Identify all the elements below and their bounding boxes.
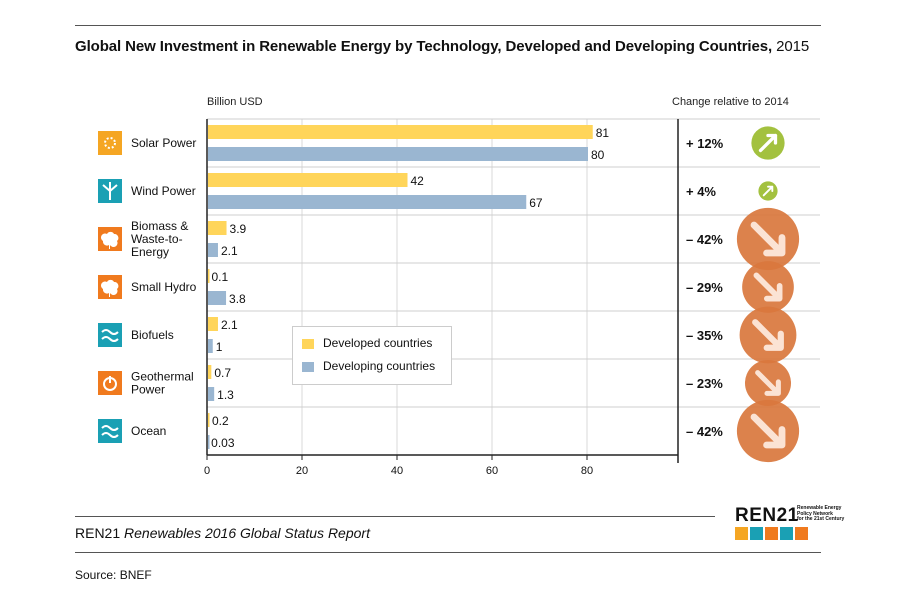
change-header: Change relative to 2014 — [672, 96, 789, 108]
category-label: Solar Power — [131, 136, 196, 150]
down-arrow-icon — [753, 272, 783, 302]
up-arrow-icon — [762, 185, 774, 197]
down-arrow-icon — [750, 413, 786, 449]
category-label: Biofuels — [131, 328, 174, 342]
footer-rule-2 — [75, 552, 821, 553]
category-label: Power — [131, 383, 165, 397]
bar — [208, 339, 213, 353]
unit-label: Billion USD — [207, 96, 263, 108]
wave-glyph — [101, 425, 119, 438]
x-tick-label: 40 — [391, 465, 403, 477]
data-label: 2.1 — [221, 318, 238, 332]
change-label: + 12% — [686, 136, 724, 151]
top-rule — [75, 25, 821, 26]
x-tick-label: 80 — [581, 465, 593, 477]
legend-swatch-developing — [302, 362, 314, 372]
data-label: 1 — [216, 340, 223, 354]
leaf-glyph — [100, 231, 119, 249]
data-label: 67 — [529, 196, 543, 210]
up-arrow-icon — [758, 133, 778, 153]
change-label: + 4% — [686, 184, 716, 199]
down-arrow-icon — [750, 221, 786, 257]
x-tick-label: 20 — [296, 465, 308, 477]
data-label: 42 — [411, 174, 425, 188]
report-title: Renewables 2016 Global Status Report — [124, 525, 370, 541]
bar — [208, 173, 408, 187]
legend: Developed countries Developing countries — [292, 326, 452, 385]
wave-icon — [98, 323, 122, 347]
bar — [208, 413, 210, 427]
category-label: Ocean — [131, 424, 166, 438]
bar — [208, 317, 218, 331]
change-label: – 29% — [686, 280, 723, 295]
sun-icon — [98, 131, 122, 155]
data-label: 80 — [591, 148, 605, 162]
data-label: 0.03 — [211, 436, 235, 450]
down-arrow-icon — [752, 319, 784, 351]
logo-leaf-icon — [795, 527, 808, 540]
logo-power-icon — [765, 527, 778, 540]
logo-tagline-line-3: for the 21st Century — [797, 516, 845, 522]
bar — [208, 243, 218, 257]
logo-wordmark: REN21 — [735, 505, 799, 526]
change-label: – 23% — [686, 376, 723, 391]
logo-sun-icon — [735, 527, 748, 540]
bar — [208, 195, 527, 209]
logo-tagline-line-2: Policy Network — [797, 510, 833, 517]
wave-glyph — [101, 329, 119, 342]
data-label: 0.2 — [212, 414, 229, 428]
chart-title: Global New Investment in Renewable Energ… — [75, 38, 809, 55]
logo-wind-icon — [750, 527, 763, 540]
category-label: Waste-to- — [131, 232, 183, 246]
logo-tagline-line-1: Renewable Energy — [797, 505, 842, 511]
data-label: 3.9 — [230, 222, 247, 236]
footer-rule-1 — [75, 516, 715, 517]
change-label: – 42% — [686, 232, 723, 247]
ren21-logo: REN21 Renewable Energy Policy Network fo… — [735, 505, 855, 545]
leaf-glyph — [100, 279, 119, 297]
data-label: 0.1 — [211, 270, 228, 284]
x-tick-label: 0 — [204, 465, 210, 477]
data-label: 0.7 — [214, 366, 231, 380]
data-label: 81 — [596, 126, 610, 140]
data-label: 1.3 — [217, 388, 234, 402]
data-label: 3.8 — [229, 292, 246, 306]
bar — [208, 435, 210, 449]
sun-glyph — [104, 137, 116, 149]
source-note: Source: BNEF — [75, 568, 152, 582]
category-label: Geothermal — [131, 370, 194, 384]
turbine-glyph — [102, 182, 118, 200]
title-text: Global New Investment in Renewable Energ… — [75, 38, 773, 55]
bar — [208, 291, 227, 305]
bar — [208, 221, 227, 235]
report-citation: REN21 Renewables 2016 Global Status Repo… — [75, 525, 370, 541]
change-label: – 35% — [686, 328, 723, 343]
change-label: – 42% — [686, 424, 723, 439]
bar — [208, 147, 588, 161]
logo-wave-icon — [780, 527, 793, 540]
bar — [208, 387, 215, 401]
data-label: 2.1 — [221, 244, 238, 258]
category-label: Small Hydro — [131, 280, 197, 294]
report-org: REN21 — [75, 525, 121, 541]
category-label: Wind Power — [131, 184, 196, 198]
category-label: Energy — [131, 245, 169, 259]
title-year: 2015 — [776, 38, 810, 55]
legend-label-developed: Developed countries — [323, 336, 433, 350]
bar — [208, 365, 212, 379]
bar — [208, 269, 210, 283]
down-arrow-icon — [755, 370, 781, 396]
logo-icon-strip — [735, 527, 808, 540]
category-label: Biomass & — [131, 219, 188, 233]
wave-icon — [98, 419, 122, 443]
legend-label-developing: Developing countries — [323, 359, 436, 373]
logo-tagline: Renewable Energy Policy Network for the … — [797, 505, 857, 523]
legend-swatch-developed — [302, 339, 314, 349]
bar — [208, 125, 593, 139]
x-tick-label: 60 — [486, 465, 498, 477]
